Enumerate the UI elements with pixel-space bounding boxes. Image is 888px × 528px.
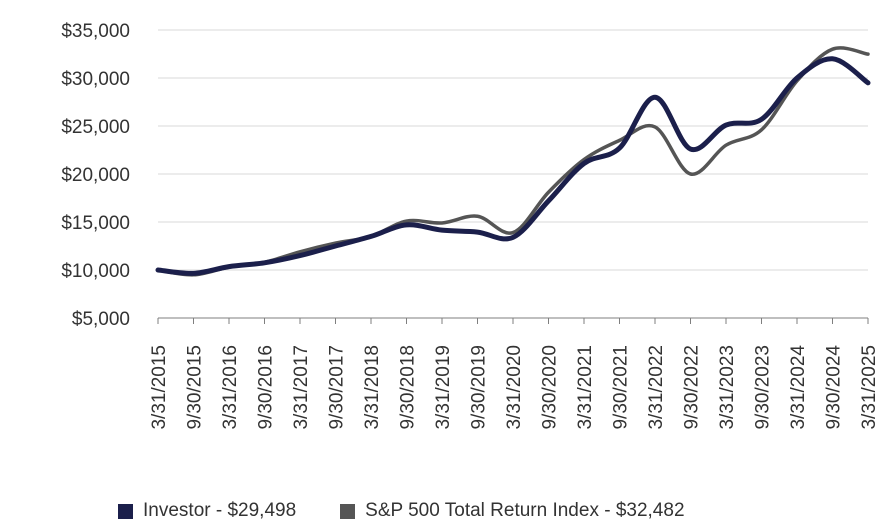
legend-label-sp500: S&P 500 Total Return Index - $32,482 xyxy=(365,500,685,521)
x-tick-label: 3/31/2021 xyxy=(575,345,596,430)
x-tick-label: 9/30/2023 xyxy=(753,345,774,430)
x-tick-label: 9/30/2021 xyxy=(611,345,632,430)
x-tick-label: 3/31/2016 xyxy=(220,345,241,430)
x-tick-label: 3/31/2015 xyxy=(149,345,170,430)
y-gridlines xyxy=(158,29,868,319)
y-axis: $5,000 $10,000 $15,000 $20,000 $25,000 $30,00… xyxy=(61,21,130,330)
legend-item-sp500: S&P 500 Total Return Index - $32,482 xyxy=(340,500,685,522)
x-tick-label: 9/30/2024 xyxy=(824,345,845,430)
y-tick-label: $25,000 xyxy=(61,117,130,138)
y-tick-label: $10,000 xyxy=(61,261,130,282)
x-tick-label: 3/31/2017 xyxy=(291,345,312,430)
x-tick-label: 9/30/2015 xyxy=(185,345,206,430)
x-tick-label: 9/30/2019 xyxy=(469,345,490,430)
x-tick-label: 3/31/2024 xyxy=(788,345,809,430)
legend-item-investor: Investor - $29,498 xyxy=(118,500,296,522)
x-tick-label: 9/30/2017 xyxy=(327,345,348,430)
legend: Investor - $29,498 S&P 500 Total Return … xyxy=(118,500,729,522)
series-lines xyxy=(155,46,871,277)
legend-swatch-sp500 xyxy=(340,503,356,519)
x-tick-label: 3/31/2019 xyxy=(433,345,454,430)
y-tick-label: $30,000 xyxy=(61,69,130,90)
legend-label-investor: Investor - $29,498 xyxy=(143,500,297,521)
x-axis: 3/31/2015 9/30/2015 3/31/2016 9/30/2016 3/31… xyxy=(149,317,880,430)
y-tick-label: $20,000 xyxy=(61,165,130,186)
series-line-sp500 xyxy=(156,46,870,277)
y-tick-label: $35,000 xyxy=(61,21,130,42)
x-tick-label: 3/31/2023 xyxy=(717,345,738,430)
y-tick-label: $15,000 xyxy=(61,213,130,234)
x-tick-label: 9/30/2018 xyxy=(398,345,419,430)
x-tick-label: 3/31/2020 xyxy=(504,345,525,430)
line-chart: $5,000 $10,000 $15,000 $20,000 $25,000 $30,00… xyxy=(61,21,880,430)
x-tick-label: 9/30/2020 xyxy=(540,345,561,430)
x-tick-label: 9/30/2022 xyxy=(682,345,703,430)
legend-swatch-investor xyxy=(118,503,133,519)
x-tick-label: 3/31/2025 xyxy=(859,345,880,430)
y-tick-label: $5,000 xyxy=(72,309,130,330)
x-tick-label: 9/30/2016 xyxy=(256,345,277,430)
x-tick-label: 3/31/2022 xyxy=(646,345,667,430)
series-line-investor xyxy=(155,56,871,276)
x-tick-label: 3/31/2018 xyxy=(362,345,383,430)
